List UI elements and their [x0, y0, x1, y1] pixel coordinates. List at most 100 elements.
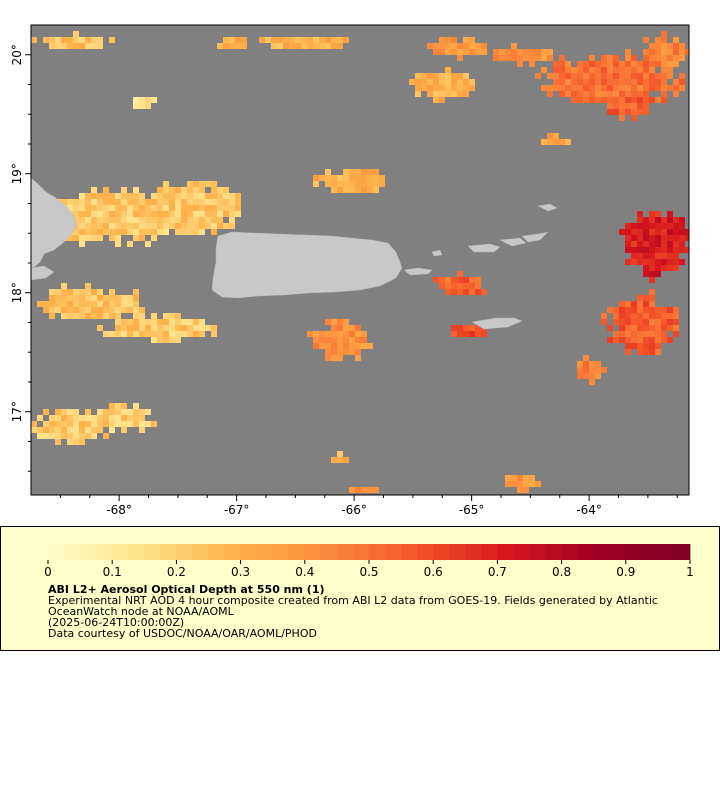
- aod-pixel: [79, 235, 85, 241]
- aod-pixel: [187, 181, 193, 187]
- aod-pixel: [655, 331, 661, 337]
- colorbar-cell: [417, 544, 434, 560]
- aod-pixel: [85, 283, 91, 289]
- aod-pixel: [109, 331, 115, 337]
- aod-pixel: [157, 331, 163, 337]
- aod-pixel: [607, 73, 613, 79]
- aod-pixel: [121, 421, 127, 427]
- legend-description: Experimental NRT AOD 4 hour composite cr…: [48, 594, 658, 618]
- aod-pixel: [187, 193, 193, 199]
- aod-pixel: [157, 217, 163, 223]
- aod-pixel: [115, 403, 121, 409]
- aod-pixel: [433, 79, 439, 85]
- aod-pixel: [457, 49, 463, 55]
- aod-pixel: [373, 169, 379, 175]
- aod-pixel: [649, 67, 655, 73]
- aod-pixel: [307, 331, 313, 337]
- aod-pixel: [649, 253, 655, 259]
- aod-pixel: [667, 217, 673, 223]
- aod-pixel: [661, 85, 667, 91]
- aod-pixel: [631, 241, 637, 247]
- aod-pixel: [103, 313, 109, 319]
- aod-pixel: [451, 283, 457, 289]
- colorbar-cell: [192, 544, 209, 560]
- aod-pixel: [655, 259, 661, 265]
- aod-pixel: [475, 331, 481, 337]
- colorbar-tick-label: 1: [686, 565, 694, 579]
- colorbar-tick-label: 0: [44, 565, 52, 579]
- aod-pixel: [223, 199, 229, 205]
- puerto-rico-land: [211, 231, 403, 299]
- aod-pixel: [439, 79, 445, 85]
- aod-pixel: [475, 289, 481, 295]
- aod-pixel: [115, 295, 121, 301]
- aod-pixel: [607, 61, 613, 67]
- aod-pixel: [85, 421, 91, 427]
- aod-pixel: [205, 211, 211, 217]
- aod-pixel: [355, 331, 361, 337]
- aod-pixel: [643, 307, 649, 313]
- lat-tick-label: 19°: [10, 163, 24, 184]
- aod-pixel: [613, 85, 619, 91]
- aod-pixel: [295, 37, 301, 43]
- aod-pixel: [643, 319, 649, 325]
- aod-pixel: [559, 139, 565, 145]
- aod-pixel: [115, 331, 121, 337]
- aod-pixel: [97, 235, 103, 241]
- aod-pixel: [91, 421, 97, 427]
- aod-pixel: [151, 337, 157, 343]
- aod-pixel: [337, 175, 343, 181]
- aod-pixel: [79, 43, 85, 49]
- aod-pixel: [559, 61, 565, 67]
- aod-pixel: [67, 301, 73, 307]
- aod-pixel: [469, 283, 475, 289]
- aod-pixel: [337, 331, 343, 337]
- st-thomas-island: [467, 243, 501, 253]
- aod-pixel: [115, 241, 121, 247]
- aod-pixel: [457, 73, 463, 79]
- aod-pixel: [433, 91, 439, 97]
- aod-pixel: [235, 205, 241, 211]
- colorbar-tick-label: 0.2: [167, 565, 186, 579]
- hispaniola-land: [30, 177, 77, 271]
- aod-pixel: [541, 55, 547, 61]
- aod-pixel: [91, 37, 97, 43]
- aod-pixel: [139, 193, 145, 199]
- aod-pixel: [475, 49, 481, 55]
- aod-pixel: [109, 229, 115, 235]
- aod-pixel: [613, 109, 619, 115]
- aod-pixel: [511, 43, 517, 49]
- aod-pixel: [415, 73, 421, 79]
- aod-pixel: [595, 361, 601, 367]
- longitude-axis: -68° -67° -66° -65° -64°: [59, 495, 678, 517]
- aod-pixel: [115, 319, 121, 325]
- aod-pixel: [79, 415, 85, 421]
- aod-pixel: [181, 193, 187, 199]
- aod-pixel: [223, 187, 229, 193]
- aod-pixel: [319, 43, 325, 49]
- aod-pixel: [661, 217, 667, 223]
- aod-pixel: [655, 337, 661, 343]
- aod-pixel: [631, 97, 637, 103]
- aod-pixel: [49, 295, 55, 301]
- aod-pixel: [415, 79, 421, 85]
- aod-pixel: [61, 289, 67, 295]
- aod-pixel: [625, 55, 631, 61]
- colorbar-cell: [449, 544, 466, 560]
- aod-pixel: [85, 409, 91, 415]
- aod-pixel: [601, 73, 607, 79]
- aod-pixel: [655, 49, 661, 55]
- aod-pixel: [73, 307, 79, 313]
- aod-pixel: [637, 319, 643, 325]
- aod-pixel: [463, 79, 469, 85]
- colorbar-cell: [112, 544, 129, 560]
- aod-pixel: [421, 85, 427, 91]
- aod-pixel: [427, 79, 433, 85]
- aod-pixel: [517, 61, 523, 67]
- aod-pixel: [79, 37, 85, 43]
- aod-pixel: [193, 205, 199, 211]
- aod-pixel: [637, 217, 643, 223]
- aod-pixel: [205, 217, 211, 223]
- aod-pixel: [613, 337, 619, 343]
- aod-pixel: [535, 49, 541, 55]
